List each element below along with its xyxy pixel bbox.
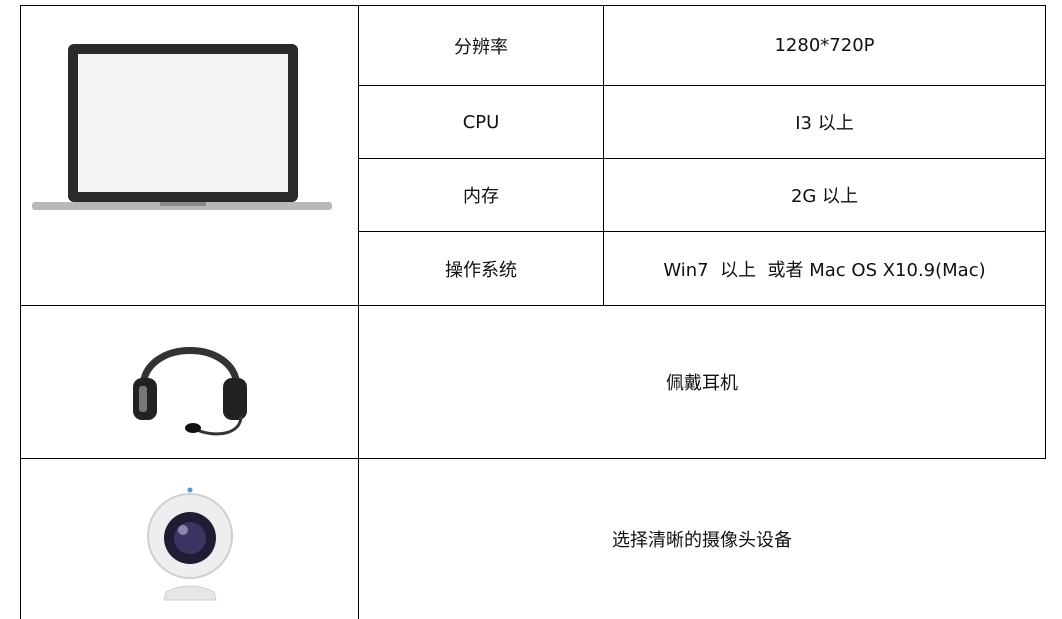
border <box>20 5 21 619</box>
spec-value: Win7 以上 或者 Mac OS X10.9(Mac) <box>663 259 986 281</box>
spec-label: 操作系统 <box>445 259 517 281</box>
spec-value: I3 以上 <box>795 113 854 134</box>
spec-label: 分辨率 <box>454 36 508 58</box>
laptop-icon <box>32 44 332 210</box>
border <box>20 305 1046 306</box>
headset-note: 佩戴耳机 <box>666 373 738 394</box>
border <box>20 5 1046 6</box>
border <box>358 231 1046 232</box>
headset-icon <box>133 347 247 436</box>
spec-value: 2G 以上 <box>790 186 859 207</box>
border <box>20 458 1046 459</box>
spec-value: 1280*720P <box>774 35 875 56</box>
spec-label: CPU <box>462 111 500 133</box>
border <box>358 85 1046 86</box>
border <box>603 5 604 305</box>
border <box>358 5 359 619</box>
webcam-icon <box>147 487 233 601</box>
spec-label: 内存 <box>463 186 499 207</box>
border <box>358 158 1046 159</box>
camera-note: 选择清晰的摄像头设备 <box>612 530 792 551</box>
